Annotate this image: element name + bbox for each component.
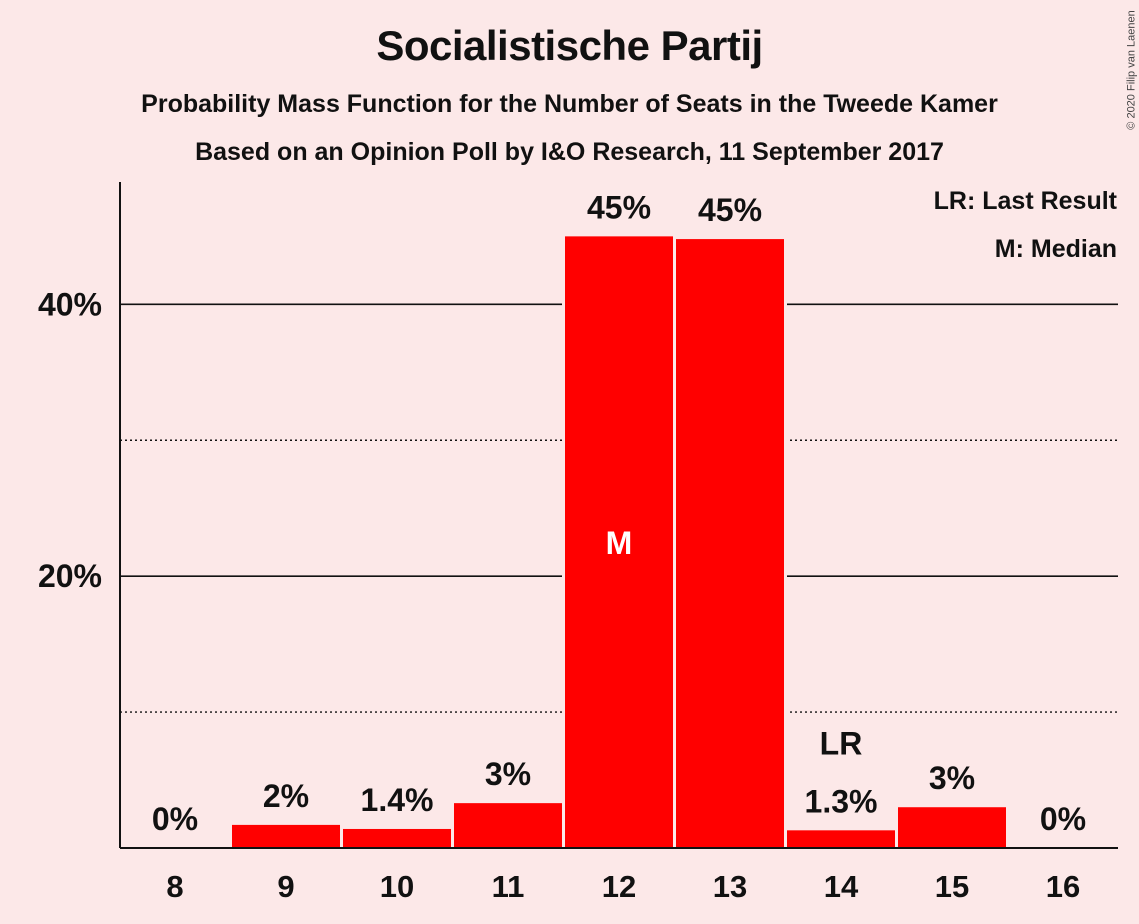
legend-entry: M: Median <box>995 235 1117 263</box>
y-tick-label: 20% <box>38 558 102 594</box>
x-tick-label: 10 <box>380 869 414 904</box>
bar-9 <box>232 824 340 848</box>
bar-14 <box>787 830 895 848</box>
median-marker: M <box>606 525 633 561</box>
bar-12 <box>565 236 673 849</box>
x-tick-label: 15 <box>935 869 969 904</box>
legend: LR: Last Result M: Median <box>934 187 1118 263</box>
chart-title: Socialistische Partij <box>376 22 763 69</box>
chart-source: Based on an Opinion Poll by I&O Research… <box>195 138 944 166</box>
bars <box>229 233 1009 849</box>
data-label: 3% <box>485 756 531 792</box>
x-tick-label: 14 <box>824 869 859 904</box>
data-label: 1.4% <box>361 782 434 818</box>
data-label: 1.3% <box>805 783 878 819</box>
data-label: 0% <box>1040 801 1086 837</box>
legend-entry: LR: Last Result <box>934 187 1118 215</box>
x-tick-label: 16 <box>1046 869 1080 904</box>
data-label: 2% <box>263 778 309 814</box>
last-result-marker: LR <box>820 725 863 761</box>
x-tick-label: 13 <box>713 869 747 904</box>
bar-15 <box>898 807 1006 848</box>
labels: 20% 40% 8 9 10 11 12 13 14 15 16 0% 2% 1.4% 3% 45% 45% 1.… <box>38 189 1086 904</box>
bar-13 <box>676 239 784 849</box>
data-label: 45% <box>587 189 651 225</box>
x-tick-label: 9 <box>277 869 294 904</box>
bar-11 <box>454 803 562 848</box>
x-tick-label: 12 <box>602 869 636 904</box>
axes <box>119 182 1118 849</box>
data-label: 3% <box>929 760 975 796</box>
x-tick-label: 11 <box>492 869 525 904</box>
y-tick-label: 40% <box>38 286 102 322</box>
x-tick-label: 8 <box>166 869 183 904</box>
data-label: 45% <box>698 192 762 228</box>
bar-10 <box>343 828 451 848</box>
chart-subtitle: Probability Mass Function for the Number… <box>141 90 998 118</box>
data-label: 0% <box>152 801 198 837</box>
